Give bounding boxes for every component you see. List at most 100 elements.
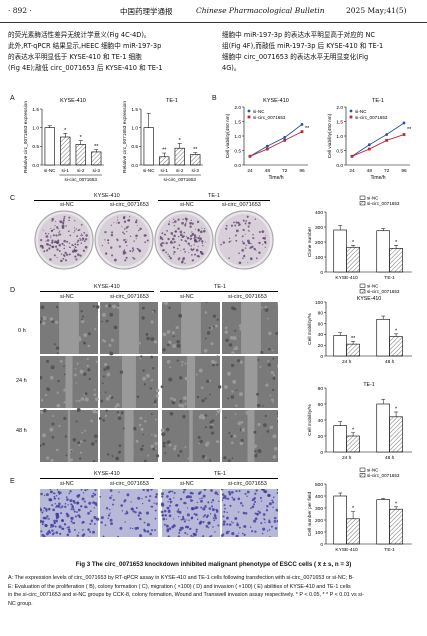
invaded-cell [92,492,95,495]
cell-texture [270,370,274,375]
invaded-cell [45,493,49,497]
colony [176,247,179,250]
colony [127,219,131,222]
wound-gap [181,302,201,354]
invaded-cell [130,507,134,511]
colony [247,229,249,231]
invaded-cell [231,531,235,536]
colony [80,233,83,235]
invaded-cell [143,528,146,531]
colony [258,241,261,245]
bar [389,416,403,453]
invaded-cell [235,534,239,537]
invaded-cell [87,511,90,515]
colony [74,220,76,222]
invaded-cell [227,497,230,500]
cell-texture [105,365,110,370]
invaded-cell [232,498,236,501]
cell-texture [166,343,170,347]
cell-texture [207,441,210,444]
invaded-cell [94,489,97,492]
colony [255,257,258,260]
cell-texture [94,434,98,438]
x-tick-label: TE-1 [384,547,395,553]
invaded-cell [41,511,44,514]
colony [189,225,192,228]
series-line [351,134,405,157]
cell-texture [139,447,144,451]
y-axis-label: Relative circ_0071653 expression [23,101,29,173]
colony [255,249,257,252]
d-kyse-label: KYSE-410 [94,284,120,290]
cell-texture [209,393,211,396]
cell-texture [155,394,159,398]
invaded-cell [218,500,220,503]
legend-marker [247,109,251,113]
cell-texture [204,442,209,447]
colony [111,231,114,234]
invaded-cell [76,501,79,505]
cell-texture [150,413,153,416]
colony [122,231,124,234]
colony [241,240,244,242]
colony [56,248,59,251]
invaded-cell [275,508,278,512]
colony [193,234,197,237]
y-tick-label: 1.5 [234,119,241,125]
wound-gap [186,356,196,408]
colony [177,218,180,221]
invaded-cell [53,519,56,522]
invaded-cell [178,528,182,532]
colony [178,257,181,260]
colony [189,234,193,237]
colony [117,240,119,242]
series-line [249,131,303,157]
bar [60,136,71,166]
colony [84,238,88,241]
cell-texture [176,359,179,362]
colony [191,231,193,233]
cell-texture [166,359,171,364]
colony [83,231,86,234]
colony [69,234,72,237]
invaded-cell [58,525,62,529]
legend-label: si-circ_0071653 [367,473,400,478]
cell-texture [116,411,120,414]
invaded-cell [129,527,132,529]
invaded-cell [43,507,46,510]
cell-texture [56,391,59,394]
cell-texture [46,387,50,391]
invaded-cell [44,523,48,528]
invaded-cell [87,528,90,531]
colony [247,216,249,218]
cell-texture [230,363,235,368]
c-nc-label-1: si-NC [60,202,74,208]
invaded-cell [264,521,266,524]
cell-texture [51,320,55,324]
colony [196,255,199,257]
cell-texture [43,408,47,413]
cell-texture [86,364,89,368]
invaded-cell [205,525,209,528]
cell-texture [162,441,166,445]
cell-texture [212,314,217,318]
colony [237,221,240,225]
colony [165,242,168,245]
invaded-cell [192,499,194,502]
invaded-cell [200,499,203,503]
cell-texture [142,376,147,381]
invaded-cell [196,506,199,509]
invaded-cell [41,533,45,537]
colony [138,229,140,232]
cell-texture [264,308,269,312]
invaded-cell [268,502,272,506]
colony [81,234,83,237]
invaded-cell [112,498,115,501]
cell-texture [153,340,158,344]
colony [49,244,52,247]
colony [123,249,126,251]
invaded-cell [72,521,76,525]
invaded-cell [202,535,205,537]
significance-mark: * [352,506,355,512]
